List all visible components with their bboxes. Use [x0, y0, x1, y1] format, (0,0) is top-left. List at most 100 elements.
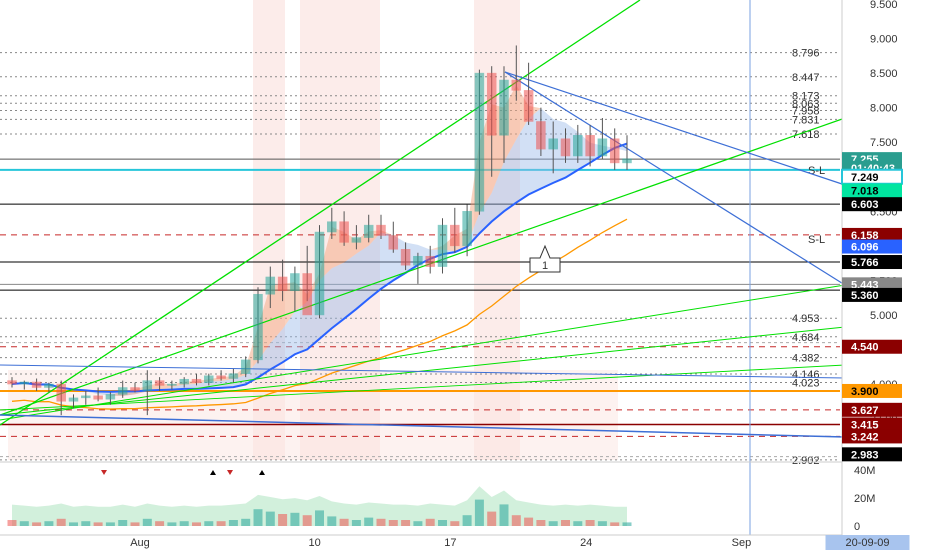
- candle-body-34: [425, 255, 435, 267]
- candle-body-25: [314, 231, 325, 316]
- ema-blue-line: [11, 142, 628, 393]
- volume-bar-41: [511, 515, 521, 526]
- price-tag-14: [842, 429, 902, 444]
- candles: [7, 45, 632, 416]
- trend-line-1: [0, 117, 846, 416]
- candle-body-39: [486, 72, 497, 136]
- candle-body-23: [290, 273, 300, 292]
- price-tag-4: [842, 197, 902, 212]
- trend-line-4: [0, 364, 846, 411]
- volume-bar-16: [204, 521, 214, 526]
- candle-body-50: [622, 158, 632, 164]
- candle-body-41: [511, 79, 522, 91]
- candle-body-17: [216, 375, 226, 379]
- volume-bar-34: [425, 518, 435, 526]
- candle-body-35: [437, 224, 448, 267]
- price-tag-label-13: 3.415: [851, 419, 879, 431]
- volume-bar-8: [105, 522, 115, 526]
- price-tag-label-2: 7.249: [851, 172, 879, 184]
- level-label-8: 4.684: [792, 332, 820, 344]
- candle-body-9: [117, 387, 128, 395]
- level-label-9: 4.382: [792, 353, 820, 365]
- candle-body-10: [130, 387, 140, 392]
- crosshair-date-box: [825, 535, 910, 550]
- signal-markers: 1: [101, 244, 561, 475]
- candle-body-42: [523, 90, 534, 122]
- candle-body-19: [240, 359, 251, 374]
- trend-line-5: [504, 71, 846, 186]
- candle-body-6: [81, 395, 91, 399]
- volume-bar-46: [573, 521, 583, 526]
- candle-body-40: [499, 79, 509, 136]
- level-label-12: 2.902: [792, 455, 820, 467]
- trend-line-0: [0, 0, 641, 426]
- callout-box: [529, 244, 561, 273]
- price-tag-8: [842, 277, 902, 292]
- volume-bar-24: [302, 515, 312, 526]
- price-tag-label-7: 5.766: [851, 257, 879, 269]
- date-axis[interactable]: Aug101724Sep1420-09-09: [0, 534, 932, 550]
- candle-body-48: [597, 138, 608, 157]
- ema-orange-line: [11, 218, 628, 410]
- level-label-0: 8.796: [792, 48, 820, 60]
- candle-body-38: [474, 72, 485, 212]
- level-label-7: 4.953: [792, 313, 820, 325]
- price-tag-11: [842, 383, 902, 398]
- price-tick-9: 5.000: [870, 310, 898, 322]
- candle-body-11: [142, 380, 153, 392]
- price-tag-label-12: 3.627: [851, 405, 879, 417]
- candle-body-7: [93, 395, 103, 400]
- candle-body-28: [351, 237, 362, 243]
- candle-body-36: [450, 224, 460, 247]
- price-tag-6: [842, 239, 902, 254]
- volume-bar-9: [118, 520, 128, 526]
- level-label-2: 8.173: [792, 91, 820, 103]
- volume-bar-7: [93, 522, 103, 526]
- candle-body-22: [277, 276, 288, 292]
- date-tick-2: 17: [444, 537, 456, 549]
- price-tick-1: 9.000: [870, 34, 898, 46]
- candle-body-46: [573, 135, 583, 157]
- level-label-4: 7.958: [792, 106, 820, 118]
- candle-body-47: [585, 135, 595, 157]
- volume-bar-5: [69, 522, 78, 526]
- volume-bar-23: [290, 512, 300, 526]
- price-tag-7: [842, 255, 902, 270]
- candle-body-49: [609, 138, 620, 164]
- price-tag-label-9: 5.360: [851, 290, 879, 302]
- volume-tick-0: 40M: [854, 465, 875, 477]
- trend-line-6: [504, 71, 846, 286]
- signal-triangle-0: [101, 470, 107, 475]
- candle-body-24: [302, 273, 312, 316]
- price-tag-label-15: 2.983: [851, 449, 879, 461]
- lower-zone: [8, 370, 618, 460]
- date-tick-4: Sep: [732, 537, 752, 549]
- candle-body-15: [191, 378, 202, 383]
- volume-bar-20: [253, 509, 263, 526]
- candle-body-16: [204, 375, 214, 383]
- price-tag-12: [842, 402, 902, 417]
- signal-triangle-3: [259, 470, 265, 475]
- volume-bar-47: [585, 520, 595, 526]
- volume-bar-13: [167, 522, 177, 526]
- date-tick-0: Aug: [130, 537, 150, 549]
- candle-body-21: [265, 276, 276, 295]
- volume-tick-1: 20M: [854, 493, 875, 505]
- price-tag-3: [842, 183, 902, 198]
- price-tag-label-10: 4.540: [851, 342, 879, 354]
- candle-body-27: [339, 221, 349, 243]
- volume-bar-50: [622, 522, 632, 526]
- price-axis[interactable]: 9.5009.0008.5008.0007.5007.0006.5006.000…: [841, 0, 932, 550]
- candle-body-3: [44, 383, 54, 388]
- volume-bar-39: [487, 511, 497, 526]
- candle-body-26: [327, 221, 337, 233]
- volume-bar-28: [351, 520, 361, 526]
- volume-bars: [0, 461, 845, 526]
- volume-bar-48: [597, 521, 607, 526]
- price-tag-15: [842, 447, 902, 462]
- price-tag-label-4: 6.603: [851, 199, 879, 211]
- volume-bar-29: [364, 517, 374, 526]
- candle-body-14: [179, 378, 189, 385]
